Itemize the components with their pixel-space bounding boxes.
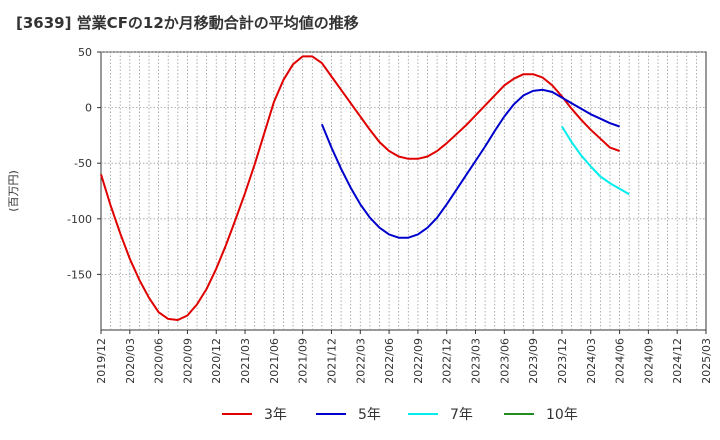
- y-tick-label: -150: [67, 268, 92, 281]
- y-axis: 50 0 -50 -100 -150: [67, 46, 101, 281]
- x-tick-label: 2021/09: [297, 338, 310, 384]
- x-tick-label: 2020/12: [210, 338, 223, 384]
- legend-label: 3年: [264, 407, 287, 423]
- x-axis: 2019/12 2020/03 2020/06 2020/09 2020/12 2021/…: [95, 330, 713, 384]
- x-tick-label: 2024/06: [614, 338, 627, 384]
- series-line-7年: [561, 125, 630, 196]
- x-tick-label: 2020/09: [181, 338, 194, 384]
- series-line-3年: [100, 55, 620, 321]
- x-tick-label: 2021/06: [268, 338, 281, 384]
- x-tick-label: 2019/12: [95, 338, 108, 384]
- legend-label: 5年: [358, 407, 381, 423]
- series-lines: [100, 55, 630, 321]
- x-tick-label: 2022/06: [383, 338, 396, 384]
- plot-area: [100, 51, 707, 331]
- x-tick-label: 2024/09: [642, 338, 655, 384]
- x-tick-label: 2024/03: [585, 338, 598, 384]
- x-tick-label: 2023/09: [527, 338, 540, 384]
- y-axis-label: (百万円): [7, 170, 20, 212]
- x-tick-label: 2023/03: [470, 338, 483, 384]
- x-tick-label: 2021/03: [239, 338, 252, 384]
- legend-label: 7年: [450, 407, 473, 423]
- x-tick-label: 2020/06: [153, 338, 166, 384]
- grid: [101, 51, 706, 330]
- x-tick-label: 2023/06: [498, 338, 511, 384]
- y-tick-label: -50: [74, 157, 92, 170]
- legend: 3年 5年 7年 10年: [222, 407, 578, 423]
- series-line-5年: [320, 88, 620, 239]
- x-tick-label: 2023/12: [556, 338, 569, 384]
- x-tick-label: 2020/03: [124, 338, 137, 384]
- y-tick-label: -100: [67, 213, 92, 226]
- legend-label: 10年: [546, 407, 578, 423]
- x-tick-label: 2022/12: [441, 338, 454, 384]
- y-tick-label: 50: [78, 46, 92, 59]
- x-tick-label: 2021/12: [325, 338, 338, 384]
- x-tick-label: 2022/03: [354, 338, 367, 384]
- x-tick-label: 2024/12: [671, 338, 684, 384]
- chart-title: [3639] 営業CFの12か月移動合計の平均値の推移: [16, 14, 359, 32]
- y-tick-label: 0: [85, 102, 92, 115]
- x-tick-label: 2022/09: [412, 338, 425, 384]
- x-tick-label: 2025/03: [700, 338, 713, 384]
